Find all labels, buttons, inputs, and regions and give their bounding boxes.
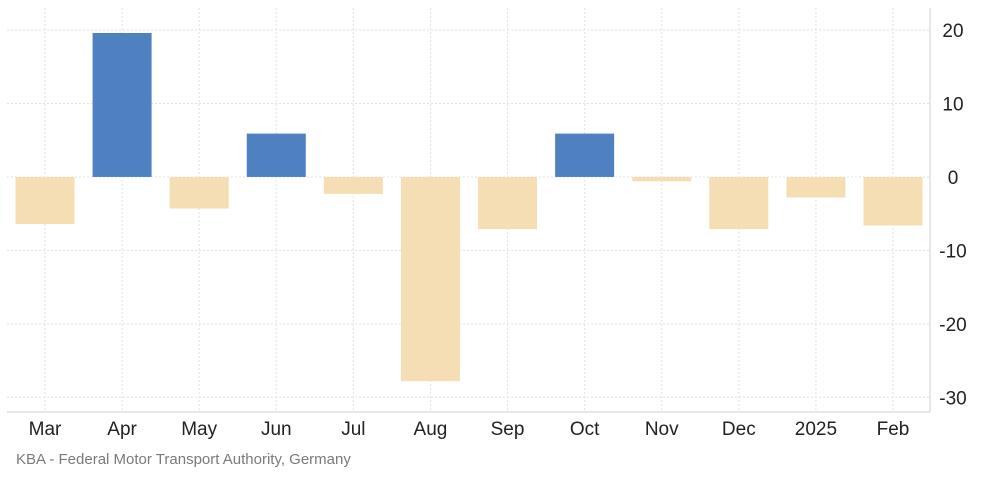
- x-tick-label: Nov: [645, 419, 679, 440]
- bar-may: [169, 176, 229, 209]
- bar-jul: [323, 176, 383, 194]
- y-tick-label: 10: [942, 94, 963, 115]
- axes: [7, 8, 931, 413]
- x-tick-label: Oct: [570, 419, 600, 440]
- y-axis-ticks: 20 10 0 -10 -20 -30: [939, 21, 966, 409]
- source-label: KBA - Federal Motor Transport Authority,…: [16, 451, 351, 468]
- x-axis-ticks: Mar Apr May Jun Jul Aug Sep Oct Nov Dec 2025 Feb: [29, 419, 910, 440]
- x-tick-label: May: [181, 419, 217, 440]
- y-tick-label: -30: [939, 388, 966, 409]
- y-tick-label: -10: [939, 241, 966, 262]
- bar-oct: [555, 133, 615, 177]
- bar-jun: [246, 133, 306, 177]
- bar-2025: [786, 176, 846, 198]
- x-tick-label: Jul: [341, 419, 365, 440]
- x-tick-label: Feb: [877, 419, 910, 440]
- bar-aug: [400, 176, 460, 382]
- bar-dec: [709, 176, 769, 230]
- x-tick-label: Aug: [414, 419, 448, 440]
- x-tick-label: Mar: [29, 419, 62, 440]
- bar-nov: [632, 176, 692, 182]
- x-tick-label: Dec: [722, 419, 756, 440]
- bar-sep: [478, 176, 538, 230]
- x-tick-label: 2025: [795, 419, 837, 440]
- y-tick-label: 20: [942, 21, 963, 42]
- y-tick-label: -20: [939, 315, 966, 336]
- x-tick-label: Apr: [107, 419, 137, 440]
- x-tick-label: Jun: [261, 419, 292, 440]
- y-tick-label: 0: [948, 168, 959, 189]
- bar-feb: [863, 176, 923, 226]
- bar-mar: [15, 176, 75, 224]
- bars: [15, 32, 923, 382]
- x-tick-label: Sep: [491, 419, 525, 440]
- bar-apr: [92, 32, 152, 177]
